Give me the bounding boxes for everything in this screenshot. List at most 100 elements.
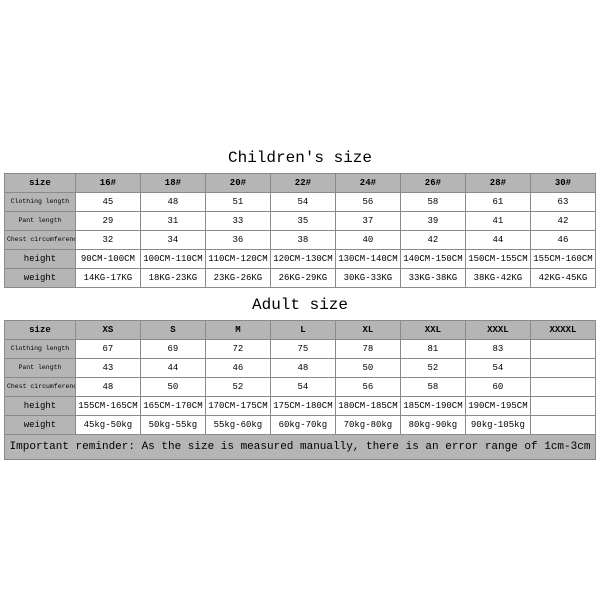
col-header: XS <box>75 320 140 339</box>
table-row: Clothing length 45 48 51 54 56 58 61 63 <box>5 192 596 211</box>
cell: 50kg-55kg <box>140 415 205 434</box>
table-row: height 90CM-100CM 100CM-110CM 110CM-120C… <box>5 249 596 268</box>
cell: 67 <box>75 339 140 358</box>
cell: 61 <box>465 192 530 211</box>
cell <box>530 358 595 377</box>
children-header-row: size 16# 18# 20# 22# 24# 26# 28# 30# <box>5 173 596 192</box>
cell <box>530 396 595 415</box>
table-row: weight 14KG-17KG 18KG-23KG 23KG-26KG 26K… <box>5 268 596 287</box>
cell: 23KG-26KG <box>205 268 270 287</box>
row-label: Pant length <box>5 358 76 377</box>
row-label: height <box>5 249 76 268</box>
col-header: 26# <box>400 173 465 192</box>
cell: 33KG-38KG <box>400 268 465 287</box>
col-header: size <box>5 320 76 339</box>
cell: 39 <box>400 211 465 230</box>
cell <box>530 377 595 396</box>
cell: 56 <box>335 192 400 211</box>
col-header: XL <box>335 320 400 339</box>
col-header: L <box>270 320 335 339</box>
cell: 155CM-165CM <box>75 396 140 415</box>
cell <box>530 339 595 358</box>
adult-title: Adult size <box>4 288 596 320</box>
col-header: 20# <box>205 173 270 192</box>
col-header: 18# <box>140 173 205 192</box>
cell: 54 <box>270 377 335 396</box>
cell: 81 <box>400 339 465 358</box>
cell: 35 <box>270 211 335 230</box>
cell: 42 <box>400 230 465 249</box>
cell: 48 <box>140 192 205 211</box>
cell: 41 <box>465 211 530 230</box>
table-row: weight 45kg-50kg 50kg-55kg 55kg-60kg 60k… <box>5 415 596 434</box>
cell: 165CM-170CM <box>140 396 205 415</box>
cell: 44 <box>140 358 205 377</box>
col-header: 16# <box>75 173 140 192</box>
cell: 52 <box>205 377 270 396</box>
cell: 38 <box>270 230 335 249</box>
col-header: 28# <box>465 173 530 192</box>
cell: 45 <box>75 192 140 211</box>
footer-note: Important reminder: As the size is measu… <box>4 435 596 460</box>
table-row: Clothing length 67 69 72 75 78 81 83 <box>5 339 596 358</box>
cell: 14KG-17KG <box>75 268 140 287</box>
cell: 185CM-190CM <box>400 396 465 415</box>
cell: 44 <box>465 230 530 249</box>
col-header: XXXXL <box>530 320 595 339</box>
col-header: 30# <box>530 173 595 192</box>
row-label: height <box>5 396 76 415</box>
cell: 32 <box>75 230 140 249</box>
cell: 34 <box>140 230 205 249</box>
col-header: M <box>205 320 270 339</box>
cell: 60kg-70kg <box>270 415 335 434</box>
table-row: Chest circumference 1/2 48 50 52 54 56 5… <box>5 377 596 396</box>
col-header: size <box>5 173 76 192</box>
cell: 36 <box>205 230 270 249</box>
row-label: Clothing length <box>5 192 76 211</box>
children-title: Children's size <box>4 141 596 173</box>
col-header: XXXL <box>465 320 530 339</box>
row-label: weight <box>5 415 76 434</box>
page-wrap: Children's size size 16# 18# 20# 22# 24#… <box>0 0 600 600</box>
cell: 40 <box>335 230 400 249</box>
cell: 175CM-180CM <box>270 396 335 415</box>
row-label: Pant length <box>5 211 76 230</box>
cell: 50 <box>335 358 400 377</box>
cell: 51 <box>205 192 270 211</box>
cell: 120CM-130CM <box>270 249 335 268</box>
table-row: Chest circumference 1/2 32 34 36 38 40 4… <box>5 230 596 249</box>
cell: 170CM-175CM <box>205 396 270 415</box>
cell: 42KG-45KG <box>530 268 595 287</box>
col-header: 22# <box>270 173 335 192</box>
cell: 29 <box>75 211 140 230</box>
cell <box>530 415 595 434</box>
cell: 100CM-110CM <box>140 249 205 268</box>
adult-header-row: size XS S M L XL XXL XXXL XXXXL <box>5 320 596 339</box>
cell: 46 <box>205 358 270 377</box>
row-label: Clothing length <box>5 339 76 358</box>
row-label: Chest circumference 1/2 <box>5 230 76 249</box>
cell: 90CM-100CM <box>75 249 140 268</box>
cell: 130CM-140CM <box>335 249 400 268</box>
cell: 31 <box>140 211 205 230</box>
cell: 52 <box>400 358 465 377</box>
cell: 30KG-33KG <box>335 268 400 287</box>
cell: 50 <box>140 377 205 396</box>
cell: 83 <box>465 339 530 358</box>
col-header: XXL <box>400 320 465 339</box>
col-header: 24# <box>335 173 400 192</box>
cell: 54 <box>465 358 530 377</box>
cell: 54 <box>270 192 335 211</box>
row-label: Chest circumference 1/2 <box>5 377 76 396</box>
cell: 58 <box>400 192 465 211</box>
cell: 18KG-23KG <box>140 268 205 287</box>
cell: 69 <box>140 339 205 358</box>
table-row: Pant length 29 31 33 35 37 39 41 42 <box>5 211 596 230</box>
cell: 38KG-42KG <box>465 268 530 287</box>
cell: 90kg-105kg <box>465 415 530 434</box>
col-header: S <box>140 320 205 339</box>
table-row: Pant length 43 44 46 48 50 52 54 <box>5 358 596 377</box>
cell: 60 <box>465 377 530 396</box>
adult-table: size XS S M L XL XXL XXXL XXXXL Clothing… <box>4 320 596 435</box>
cell: 80kg-90kg <box>400 415 465 434</box>
